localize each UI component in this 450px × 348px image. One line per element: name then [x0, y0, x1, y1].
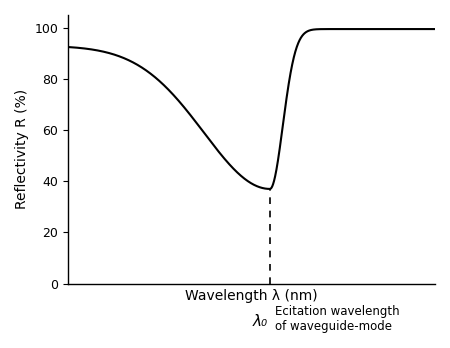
X-axis label: Wavelength λ (nm): Wavelength λ (nm) — [185, 289, 318, 303]
Y-axis label: Reflectivity R (%): Reflectivity R (%) — [15, 89, 29, 209]
Text: λ₀: λ₀ — [253, 314, 268, 329]
Text: Ecitation wavelength
of waveguide-mode: Ecitation wavelength of waveguide-mode — [275, 305, 400, 333]
